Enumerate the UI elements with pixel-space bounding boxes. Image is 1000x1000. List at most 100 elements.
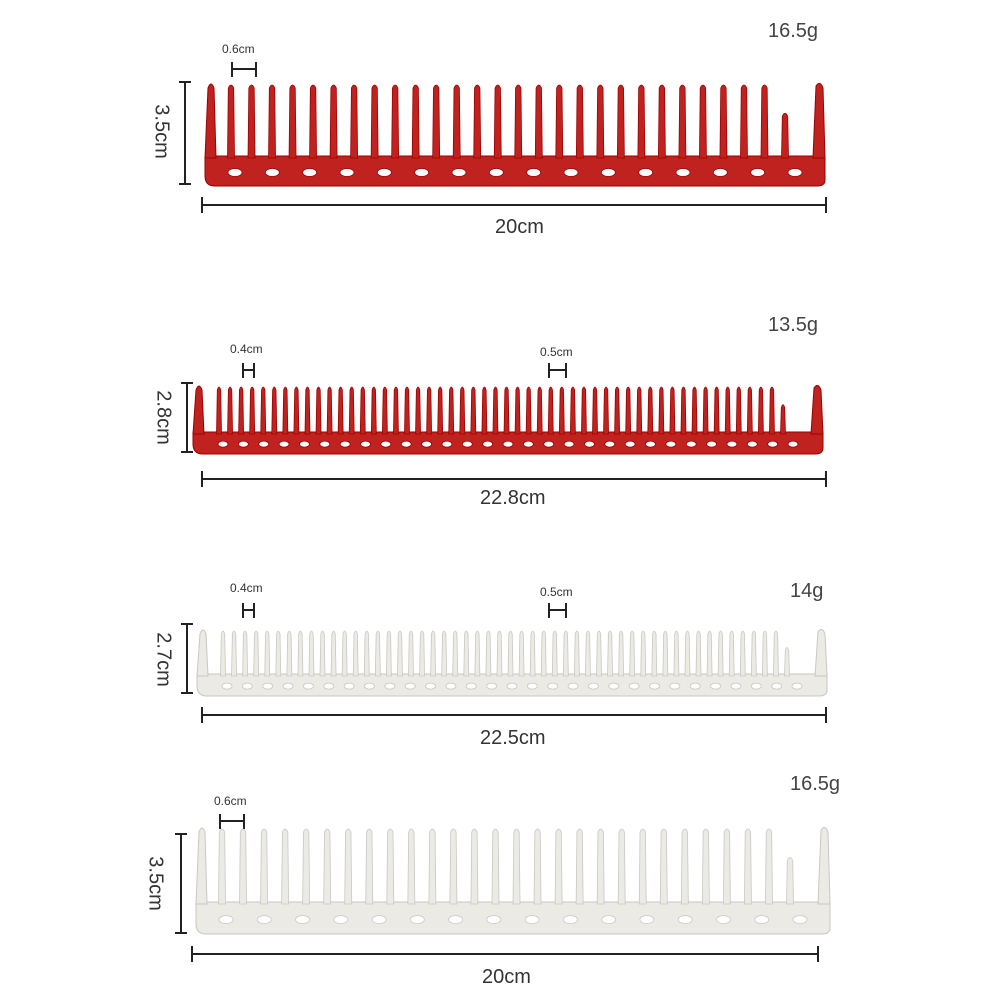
- comb-hole: [218, 915, 234, 924]
- comb-hole: [526, 682, 538, 690]
- comb-tooth: [330, 630, 337, 677]
- comb-hole: [486, 915, 502, 924]
- comb-tooth: [386, 828, 395, 905]
- comb-hole: [343, 682, 355, 690]
- comb-tooth: [547, 386, 554, 435]
- comb-tooth: [757, 386, 764, 435]
- comb-hole: [400, 440, 412, 448]
- comb-tooth: [596, 828, 605, 905]
- comb-hole: [746, 440, 758, 448]
- comb-body: [192, 384, 824, 455]
- comb-tooth: [309, 84, 317, 159]
- comb-hole: [604, 440, 616, 448]
- comb-hole: [638, 168, 654, 177]
- comb-tooth: [404, 386, 410, 435]
- comb-hole: [706, 440, 717, 448]
- comb-tooth: [585, 630, 591, 677]
- comb-hole: [563, 915, 578, 924]
- tooth-gap-label: 0.5cm: [540, 585, 573, 599]
- gap-marker: [231, 62, 257, 77]
- comb-hole: [787, 168, 803, 177]
- comb-tooth: [268, 84, 276, 159]
- comb-tooth: [428, 828, 437, 905]
- comb-tooth: [242, 630, 249, 677]
- comb-hole: [669, 682, 681, 690]
- comb-body: [204, 82, 826, 187]
- comb-tooth: [691, 386, 698, 435]
- comb-hole: [502, 440, 514, 448]
- comb-tooth: [773, 630, 779, 677]
- comb-tooth: [341, 630, 348, 677]
- comb-tooth: [337, 386, 344, 435]
- comb-hole: [339, 440, 351, 448]
- comb-tooth: [441, 630, 448, 677]
- comb-spine: [195, 901, 831, 935]
- comb-end-left: [195, 827, 208, 905]
- comb-hole: [384, 682, 396, 690]
- comb-tooth: [525, 386, 532, 435]
- comb-hole: [526, 168, 542, 177]
- comb-hole: [323, 682, 335, 690]
- comb-tooth: [658, 386, 665, 435]
- tooth-gap-label: 0.4cm: [230, 342, 263, 356]
- comb-tooth: [744, 828, 752, 905]
- comb-hole: [608, 682, 620, 690]
- comb-hole: [237, 440, 249, 448]
- comb-1-drawing: [179, 62, 827, 213]
- comb-hole: [414, 168, 430, 177]
- comb-tooth: [701, 828, 710, 905]
- comb-tooth: [750, 630, 757, 677]
- comb-tooth: [350, 84, 359, 159]
- length-dimension-line: [191, 946, 819, 962]
- comb-tooth: [365, 828, 374, 905]
- comb-tooth: [603, 386, 609, 435]
- tooth-gap-label: 0.6cm: [214, 794, 247, 808]
- comb-tooth: [761, 630, 768, 677]
- comb-tooth: [227, 386, 233, 435]
- comb-tooth: [374, 630, 381, 677]
- tooth-gap-label: 0.6cm: [222, 42, 255, 56]
- comb-tooth: [780, 404, 786, 435]
- comb-tooth: [680, 828, 689, 905]
- comb-hole: [524, 915, 540, 924]
- comb-tooth: [473, 84, 482, 159]
- comb-hole: [278, 440, 290, 448]
- comb-tooth: [275, 630, 282, 677]
- tooth-gap-label: 0.5cm: [540, 345, 573, 359]
- length-label: 22.8cm: [480, 487, 546, 509]
- comb-tooth: [722, 828, 731, 905]
- comb-tooth: [695, 630, 702, 677]
- comb-tooth: [411, 84, 420, 159]
- comb-hole: [677, 915, 693, 924]
- comb-hole: [376, 168, 392, 177]
- comb-tooth: [617, 828, 626, 905]
- comb-tooth: [647, 386, 654, 435]
- comb-hole: [441, 440, 453, 448]
- comb-tooth: [514, 84, 523, 159]
- comb-tooth: [638, 828, 647, 905]
- comb-hole: [264, 168, 280, 177]
- comb-tooth: [507, 630, 514, 677]
- comb-tooth: [363, 630, 370, 677]
- comb-tooth: [575, 84, 584, 159]
- comb-tooth: [724, 386, 731, 435]
- length-label: 20cm: [495, 216, 544, 238]
- comb-tooth: [281, 828, 290, 905]
- comb-tooth: [669, 386, 676, 435]
- comb-hole: [649, 682, 660, 690]
- comb-end-right: [817, 826, 831, 905]
- comb-tooth: [739, 630, 746, 677]
- comb-tooth: [657, 84, 666, 159]
- comb-tooth: [651, 630, 658, 677]
- comb-tooth: [297, 630, 304, 677]
- comb-tooth: [512, 828, 521, 905]
- comb-tooth: [702, 386, 709, 435]
- comb-tooth: [344, 828, 353, 905]
- comb-tooth: [308, 630, 315, 677]
- comb-hole: [319, 440, 331, 448]
- comb-tooth: [370, 386, 377, 435]
- gap-marker: [548, 363, 567, 378]
- comb-hole: [360, 440, 371, 448]
- comb-tooth: [432, 84, 441, 159]
